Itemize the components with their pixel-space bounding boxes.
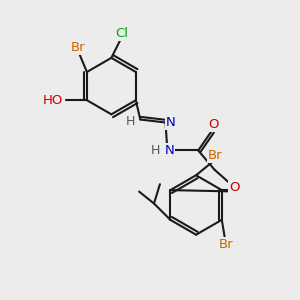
Text: N: N (166, 116, 176, 129)
Text: Br: Br (219, 238, 234, 251)
Text: O: O (208, 118, 218, 131)
Text: H: H (126, 115, 135, 128)
Text: O: O (229, 181, 240, 194)
Text: Br: Br (71, 41, 85, 54)
Text: Cl: Cl (115, 27, 128, 40)
Text: H: H (151, 144, 160, 157)
Text: N: N (164, 144, 174, 157)
Text: HO: HO (43, 94, 63, 107)
Text: Br: Br (208, 149, 223, 162)
